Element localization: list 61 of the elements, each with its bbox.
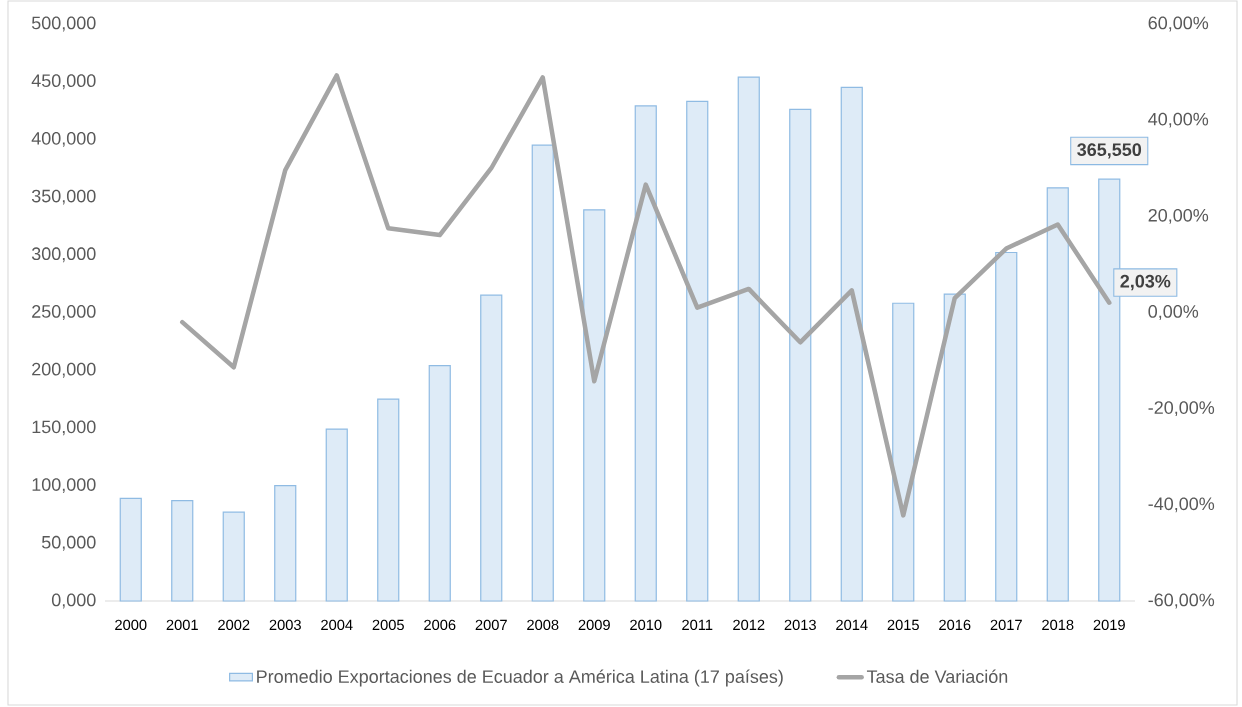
x-tick-label: 2002: [218, 619, 250, 631]
x-tick-label: 2019: [1093, 619, 1125, 631]
x-tick-label: 2010: [630, 619, 662, 631]
x-tick-label: 2016: [939, 619, 971, 631]
y-tick-label: 250,000: [32, 305, 96, 320]
bar: [428, 364, 451, 602]
x-tick-label: 2018: [1042, 619, 1074, 631]
bar: [1046, 187, 1069, 602]
bar: [995, 251, 1018, 602]
y2-tick-label: 40,00%: [1148, 112, 1209, 128]
x-tick-label: 2004: [321, 619, 353, 631]
bar: [634, 105, 657, 602]
x-tick-label: 2017: [990, 619, 1022, 631]
bar: [892, 302, 915, 602]
bar: [480, 294, 503, 602]
y2-tick-label: 60,00%: [1148, 16, 1209, 32]
y2-tick-label: 20,00%: [1148, 208, 1209, 224]
bar: [789, 108, 812, 602]
bar: [377, 398, 400, 602]
y2-tick-label: -40,00%: [1148, 497, 1215, 513]
legend-label: Promedio Exportaciones de Ecuador a América Latina (17 países): [257, 669, 783, 687]
x-tick-label: 2013: [784, 619, 816, 631]
y-tick-label: 150,000: [32, 420, 96, 436]
x-tick-label: 2012: [733, 619, 765, 631]
y-tick-label: 350,000: [31, 189, 96, 205]
bar: [222, 511, 245, 602]
bar: [943, 293, 966, 602]
x-tick-label: 2014: [836, 619, 868, 631]
y-tick-label: 100,000: [32, 478, 96, 494]
x-tick-label: 2008: [527, 619, 559, 631]
bar: [171, 500, 194, 602]
bar: [583, 209, 606, 602]
y-tick-label: 500,000: [31, 16, 96, 32]
x-tick-label: 2000: [115, 619, 147, 631]
y-tick-label: 0,000: [51, 593, 96, 609]
bar: [531, 144, 554, 602]
y-tick-label: 50,000: [41, 535, 96, 551]
y-tick-label: 400,000: [31, 131, 96, 147]
y-tick-label: 200,000: [32, 362, 96, 378]
y2-tick-label: -60,00%: [1148, 593, 1215, 609]
bar: [274, 485, 297, 602]
data-label: 365,550: [1077, 143, 1142, 159]
data-label: 2,03%: [1120, 274, 1171, 291]
x-tick-label: 2006: [424, 619, 456, 631]
y2-tick-label: 0,00%: [1148, 305, 1199, 320]
x-tick-label: 2015: [887, 619, 919, 631]
bar: [686, 100, 709, 602]
x-tick-label: 2009: [578, 619, 610, 631]
x-tick-label: 2001: [166, 619, 198, 631]
x-tick-label: 2007: [475, 619, 507, 631]
bar: [325, 428, 348, 602]
x-tick-label: 2005: [372, 619, 404, 631]
x-tick-label: 2011: [682, 619, 713, 631]
bar: [840, 86, 863, 602]
y-tick-label: 300,000: [31, 247, 96, 263]
y-tick-label: 450,000: [31, 74, 96, 90]
bar: [737, 76, 760, 602]
x-tick-label: 2003: [269, 619, 301, 631]
y2-tick-label: -20,00%: [1148, 401, 1215, 417]
bar: [119, 497, 142, 602]
legend-label: Tasa de Variación: [866, 669, 1008, 683]
